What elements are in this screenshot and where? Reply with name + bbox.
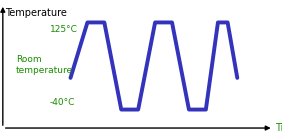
Text: 125°C: 125°C	[50, 25, 78, 34]
Text: -40°C: -40°C	[50, 98, 75, 107]
Text: Temperature: Temperature	[6, 8, 67, 18]
Text: Time: Time	[275, 123, 282, 132]
Text: Room
temperature: Room temperature	[16, 55, 73, 75]
